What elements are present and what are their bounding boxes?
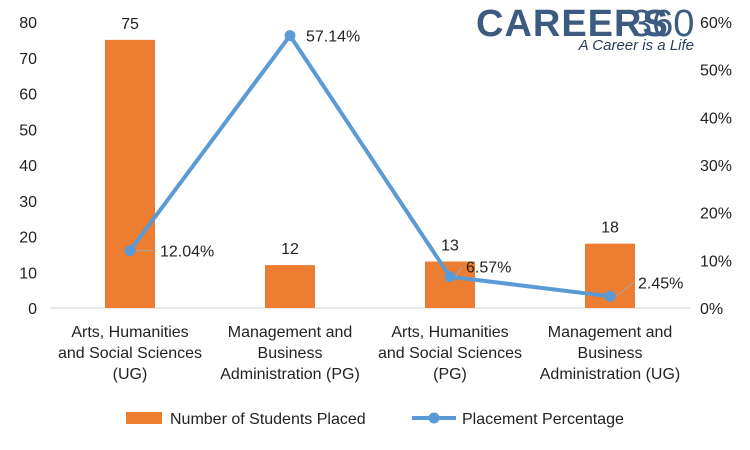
label-leader-line [615,281,635,297]
bar-value-label: 13 [441,238,459,255]
right-axis: 0% 10% 20% 30% 40% 50% 60% [700,15,732,318]
bar-value-label: 12 [281,241,299,258]
line-marker [124,245,136,257]
left-tick-label: 60 [19,87,37,104]
line-marker [284,30,296,42]
legend-bar-label: Number of Students Placed [170,411,366,428]
left-axis: 0 10 20 30 40 50 60 70 80 [19,15,37,318]
category-label: Management and Business Administration (PG… [220,324,360,383]
left-tick-label: 50 [19,122,37,139]
line-data-labels: 12.04% 57.14% 6.57% 2.45% [136,29,683,297]
bar-data-labels: 75 12 13 18 [121,16,619,258]
right-tick-label: 40% [700,110,732,127]
left-tick-label: 70 [19,51,37,68]
bar-value-label: 18 [601,220,619,237]
line-marker [444,271,456,283]
bar [265,265,315,308]
left-tick-label: 80 [19,15,37,32]
label-leader-line [455,266,463,277]
line-series [124,30,616,302]
right-tick-label: 10% [700,253,732,270]
line-value-label: 2.45% [638,275,683,292]
logo-tagline: A Career is a Life [578,37,694,54]
logo-brand: CAREERS [476,3,669,45]
category-label: Management and Business Administration (UG… [540,324,680,383]
legend-bar-swatch [126,412,162,424]
left-tick-label: 30 [19,194,37,211]
category-label: Arts, Humanities and Social Sciences (PG) [378,324,522,383]
left-tick-label: 0 [28,301,37,318]
line-marker [604,290,616,302]
line-value-label: 6.57% [466,260,511,277]
right-tick-label: 50% [700,63,732,80]
placement-percentage-line [128,33,611,299]
bar-value-label: 75 [121,16,139,33]
careers360-logo: CAREERS 360 A Career is a Life [476,3,694,54]
right-tick-label: 60% [700,15,732,32]
logo-number: 360 [631,3,694,45]
right-tick-label: 30% [700,158,732,175]
right-tick-label: 0% [700,301,723,318]
category-label: Arts, Humanities and Social Sciences (UG) [58,324,202,383]
category-labels: Arts, Humanities and Social Sciences (UG) M… [58,324,680,383]
bar-series [105,39,635,308]
line-value-label: 12.04% [160,244,214,261]
left-tick-label: 40 [19,158,37,175]
legend-line-marker [428,412,440,424]
legend: Number of Students Placed Placement Perce… [126,411,624,428]
bar [105,39,155,308]
right-tick-label: 20% [700,206,732,223]
left-tick-label: 20 [19,230,37,247]
line-value-label: 57.14% [306,29,360,46]
legend-line-label: Placement Percentage [462,411,624,428]
bar [425,261,475,308]
left-tick-label: 10 [19,265,37,282]
